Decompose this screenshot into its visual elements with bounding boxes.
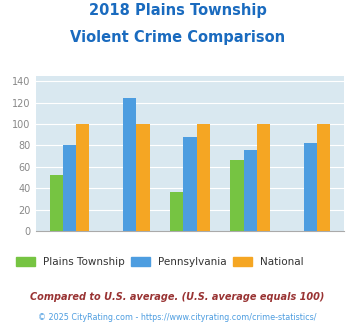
Bar [257, 124, 270, 231]
Bar [304, 143, 317, 231]
Bar [63, 146, 76, 231]
Bar [183, 137, 197, 231]
Text: © 2025 CityRating.com - https://www.cityrating.com/crime-statistics/: © 2025 CityRating.com - https://www.city… [38, 314, 317, 322]
Legend: Plains Township, Pennsylvania, National: Plains Township, Pennsylvania, National [16, 257, 304, 267]
Bar [197, 124, 210, 231]
Bar [317, 124, 330, 231]
Bar [170, 192, 183, 231]
Text: Compared to U.S. average. (U.S. average equals 100): Compared to U.S. average. (U.S. average … [30, 292, 325, 302]
Bar [50, 175, 63, 231]
Bar [123, 98, 136, 231]
Bar [244, 150, 257, 231]
Text: Violent Crime Comparison: Violent Crime Comparison [70, 30, 285, 45]
Bar [76, 124, 89, 231]
Bar [230, 160, 244, 231]
Text: 2018 Plains Township: 2018 Plains Township [88, 3, 267, 18]
Bar [136, 124, 149, 231]
